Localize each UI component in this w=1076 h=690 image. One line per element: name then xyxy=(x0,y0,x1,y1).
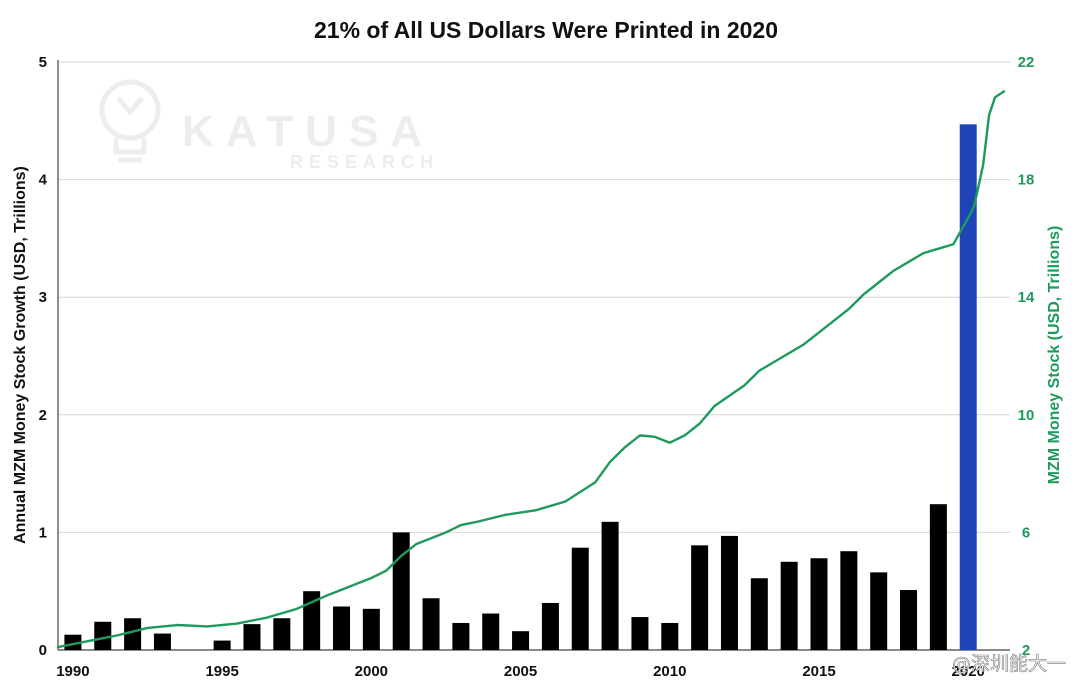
left-axis-label: Annual MZM Money Stock Growth (USD, Tril… xyxy=(12,166,29,544)
bar-1993 xyxy=(153,633,171,650)
bar-2005 xyxy=(512,631,530,650)
bar-2007 xyxy=(571,547,589,650)
line-series xyxy=(56,90,1006,649)
x-tick-label: 2015 xyxy=(802,663,835,680)
chart-title: 21% of All US Dollars Were Printed in 20… xyxy=(314,17,778,43)
bar-1999 xyxy=(333,606,351,650)
bar-2010 xyxy=(661,622,679,650)
bar-2013 xyxy=(750,578,768,650)
right-tick-label: 22 xyxy=(1018,54,1035,71)
watermark-sub: RESEARCH xyxy=(290,152,439,172)
bar-2014 xyxy=(780,561,798,650)
bar-1991 xyxy=(94,621,112,650)
x-tick-label: 1990 xyxy=(56,663,89,680)
bar-2011 xyxy=(691,545,709,650)
bar-1996 xyxy=(243,624,261,650)
bar-1992 xyxy=(124,618,142,650)
bar-2018 xyxy=(900,590,918,650)
credit-watermark: @深圳能大一 xyxy=(952,653,1066,675)
bar-2015 xyxy=(810,558,828,650)
mzm-stock-line xyxy=(56,90,1006,649)
left-tick-label: 4 xyxy=(39,172,48,189)
left-tick-label: 3 xyxy=(39,289,47,306)
left-tick-label: 1 xyxy=(39,524,47,541)
left-ticks: 0 1 2 3 4 5 xyxy=(39,54,48,659)
x-tick-label: 2020 xyxy=(952,663,985,680)
bar-2009 xyxy=(631,617,649,650)
right-axis-label: MZM Money Stock (USD, Trillions) xyxy=(1046,226,1063,485)
right-tick-label: 6 xyxy=(1022,524,1030,541)
right-tick-label: 14 xyxy=(1018,289,1035,306)
right-tick-label: 10 xyxy=(1018,407,1035,424)
bar-2012 xyxy=(720,535,738,650)
bar-1998 xyxy=(303,591,321,650)
bar-2003 xyxy=(452,622,470,650)
bar-2016 xyxy=(840,551,858,650)
bar-2004 xyxy=(482,613,500,650)
x-ticks: 1990 1995 2000 2005 2010 2015 2020 xyxy=(56,663,985,680)
x-tick-label: 2005 xyxy=(504,663,537,680)
left-tick-label: 0 xyxy=(39,642,47,659)
x-tick-label: 2010 xyxy=(653,663,686,680)
lightbulb-logo xyxy=(99,79,161,163)
bar-1997 xyxy=(273,618,291,650)
x-tick-label: 2000 xyxy=(355,663,388,680)
bar-2006 xyxy=(541,602,559,650)
x-tick-label: 1995 xyxy=(205,663,238,680)
bar-2008 xyxy=(601,521,619,650)
right-tick-label: 18 xyxy=(1018,172,1035,189)
bar-2002 xyxy=(422,598,440,650)
bar-2000 xyxy=(362,608,380,650)
right-ticks: 2 6 10 14 18 22 xyxy=(1018,54,1035,659)
left-tick-label: 5 xyxy=(39,54,47,71)
bars-series xyxy=(64,124,977,650)
bar-2017 xyxy=(870,572,888,650)
left-tick-label: 2 xyxy=(39,407,47,424)
bar-2020 xyxy=(959,124,977,650)
bar-2019 xyxy=(929,504,947,650)
watermark-brand: KATUSA xyxy=(182,107,434,156)
right-tick-label: 2 xyxy=(1022,642,1030,659)
watermark: KATUSA RESEARCH xyxy=(99,79,439,172)
bar-1995 xyxy=(213,640,231,650)
bar-2001 xyxy=(392,532,410,650)
